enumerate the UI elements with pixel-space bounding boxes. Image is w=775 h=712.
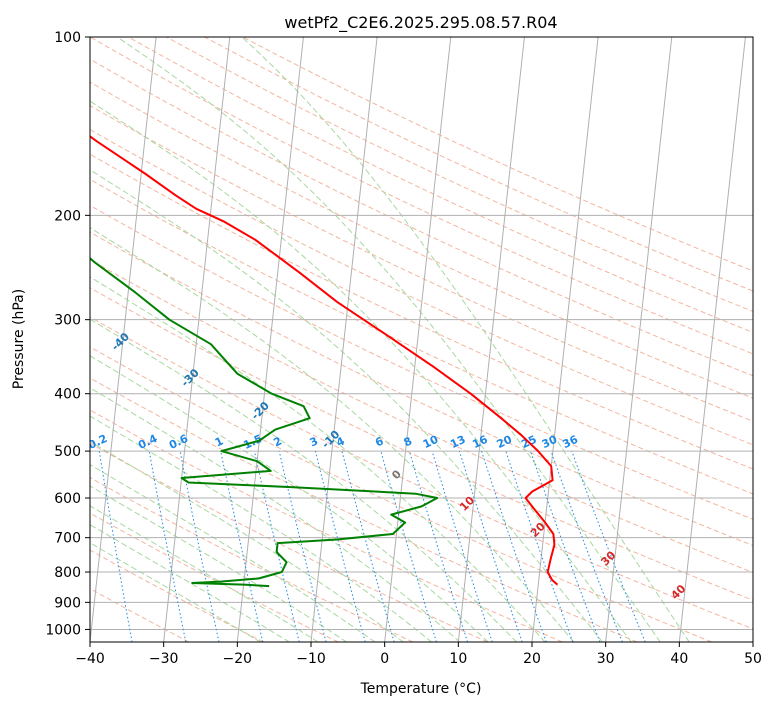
moist-adiabat-line xyxy=(90,524,290,642)
mixing-ratio-line xyxy=(179,451,220,642)
x-tick-label: 20 xyxy=(523,651,541,667)
mixing-ratio-line xyxy=(408,450,468,642)
dry-adiabat-line xyxy=(90,287,753,601)
x-tick-label: −30 xyxy=(149,651,179,667)
isotherm-line xyxy=(531,37,599,642)
moist-adiabat-line xyxy=(117,37,661,642)
mixing-ratio-line xyxy=(220,451,264,642)
x-tick-label: −40 xyxy=(75,651,105,667)
y-tick-label: 800 xyxy=(54,565,81,581)
y-tick-label: 600 xyxy=(54,491,81,507)
y-tick-label: 1000 xyxy=(45,622,81,638)
mixing-ratio-line xyxy=(253,450,300,642)
mixing-ratio-line xyxy=(148,451,187,642)
y-tick-label: 400 xyxy=(54,387,81,403)
isotherm-line xyxy=(457,37,525,642)
isotherm-line xyxy=(90,37,157,642)
y-tick-label: 500 xyxy=(54,444,81,460)
y-tick-label: 200 xyxy=(54,208,81,224)
dry-adiabat-line xyxy=(242,37,753,272)
isotherm-line xyxy=(678,37,746,642)
y-axis-label: Pressure (hPa) xyxy=(11,289,27,389)
moist-adiabat-line xyxy=(90,318,518,642)
x-tick-label: 30 xyxy=(597,651,615,667)
mixing-ratio-label: 30 xyxy=(540,433,560,451)
mixing-ratio-line xyxy=(314,450,366,642)
moist-adiabat-line xyxy=(90,485,348,642)
isotherm-line xyxy=(605,37,673,642)
mixing-ratio-line xyxy=(505,450,574,642)
mixing-ratio-label: 20 xyxy=(495,433,515,451)
moist-adiabat-line xyxy=(90,276,546,642)
y-tick-label: 300 xyxy=(54,313,81,329)
mixing-ratio-line xyxy=(278,450,327,642)
dry-adiabat-line xyxy=(90,377,638,642)
x-tick-label: −20 xyxy=(223,651,253,667)
mixing-ratio-line xyxy=(98,451,133,642)
mixing-ratio-line xyxy=(481,450,547,642)
isotherm-line xyxy=(236,37,304,642)
dry-adiabat-line xyxy=(90,37,753,355)
x-tick-label: 40 xyxy=(670,651,688,667)
mixing-ratio-line xyxy=(431,450,493,642)
x-tick-label: 10 xyxy=(449,651,467,667)
dewpoint-profile-line xyxy=(90,257,439,588)
x-axis-label: Temperature (°C) xyxy=(360,681,482,697)
mixing-ratio-line xyxy=(530,450,601,642)
y-tick-label: 100 xyxy=(54,30,81,46)
dry-adiabat-line xyxy=(90,409,563,642)
dry-adiabat-line xyxy=(90,442,488,642)
chart-title: wetPf2_C2E6.2025.295.08.57.R04 xyxy=(284,13,557,33)
x-tick-label: 50 xyxy=(744,651,762,667)
moist-adiabat-line xyxy=(90,464,376,642)
mixing-ratio-line xyxy=(458,450,523,642)
moist-adiabat-line xyxy=(241,37,690,642)
dry-adiabat-line xyxy=(128,37,753,334)
dry-adiabat-line xyxy=(90,128,753,446)
dry-adiabat-line xyxy=(90,316,753,630)
isotherm-line xyxy=(384,37,452,642)
mixing-ratio-label: 36 xyxy=(561,433,581,451)
axes: −40 −30 −20 −10 0 10 20 30 40 50 100 200 300 400 500 60… xyxy=(45,30,762,667)
moist-adiabat-line xyxy=(90,355,489,642)
dry-adiabat-line xyxy=(90,58,753,377)
moist-adiabat-line xyxy=(90,169,603,642)
moist-adiabat-line xyxy=(90,387,461,642)
dry-adiabat-line xyxy=(90,153,753,470)
mixing-ratio-label: 13 xyxy=(448,433,467,451)
mixing-ratio-line xyxy=(380,450,437,642)
dry-adiabat-line xyxy=(90,259,753,574)
moist-adiabat-line xyxy=(90,227,575,642)
dry-adiabat-line xyxy=(90,476,414,642)
plot-frame xyxy=(89,36,754,643)
x-tick-label: 0 xyxy=(380,651,389,667)
y-tick-label: 900 xyxy=(54,595,81,611)
x-tick-label: −10 xyxy=(296,651,326,667)
isotherm-line xyxy=(163,37,231,642)
moist-adiabat-line xyxy=(90,100,632,642)
mixing-ratio-label: 10 xyxy=(421,433,441,451)
mixing-ratio-line xyxy=(341,450,395,642)
y-tick-label: 700 xyxy=(54,531,81,547)
dry-adiabat-line xyxy=(90,346,712,642)
mixing-ratio-label: 16 xyxy=(470,433,490,451)
temperature-profile-line xyxy=(90,135,559,586)
